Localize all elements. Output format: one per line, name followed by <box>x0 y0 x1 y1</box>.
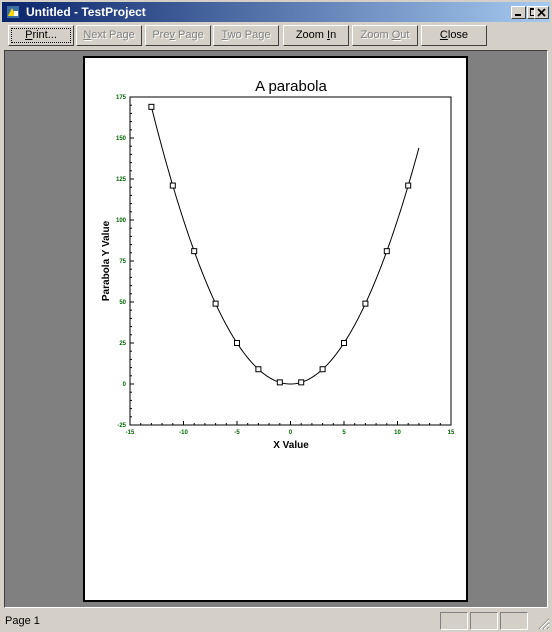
data-point-marker <box>341 340 347 346</box>
window-title: Untitled - TestProject <box>26 5 146 19</box>
y-tick-label: 0 <box>123 382 127 388</box>
status-page-text: Page 1 <box>5 615 40 627</box>
print-button[interactable]: Print... <box>8 25 74 46</box>
data-point-marker <box>405 182 412 189</box>
zoom-in-button[interactable]: Zoom In <box>283 25 349 46</box>
data-point-marker <box>319 366 326 373</box>
y-tick-label: 100 <box>116 218 127 224</box>
data-point-marker <box>298 379 305 386</box>
y-tick-label: 150 <box>116 136 127 142</box>
data-point-marker <box>212 300 219 307</box>
prev-page-button[interactable]: Prev Page <box>145 25 211 46</box>
data-point-marker <box>234 340 240 346</box>
status-panel <box>440 612 468 630</box>
parabola-chart: A parabola X Value Parabola Y Value -15-… <box>101 78 455 451</box>
resize-grip-icon[interactable] <box>538 618 550 630</box>
y-tick-label: 175 <box>116 95 127 101</box>
status-bar: Page 1 <box>0 610 552 632</box>
y-tick-label: -25 <box>117 423 126 429</box>
x-tick-label: -5 <box>234 430 240 436</box>
next-page-button[interactable]: Next Page <box>76 25 142 46</box>
x-tick-label: -15 <box>126 430 135 436</box>
data-point-marker <box>148 103 155 110</box>
data-point-marker <box>169 182 176 189</box>
plot-frame <box>129 96 452 426</box>
y-tick-label: 25 <box>119 341 126 347</box>
x-tick-label: 10 <box>394 430 401 436</box>
data-point-marker <box>362 300 369 307</box>
zoom-out-button[interactable]: Zoom Out <box>352 25 418 46</box>
chart-title: A parabola <box>255 78 327 95</box>
y-tick-label: 50 <box>119 300 126 306</box>
preview-page: A parabola X Value Parabola Y Value -15-… <box>83 56 468 602</box>
preview-area[interactable]: A parabola X Value Parabola Y Value -15-… <box>4 50 548 608</box>
x-tick-label: 15 <box>448 430 455 436</box>
data-point-marker <box>276 379 283 386</box>
close-window-button[interactable] <box>534 6 549 19</box>
x-tick-label: 5 <box>342 430 346 436</box>
close-button[interactable]: Close <box>421 25 487 46</box>
x-tick-label: 0 <box>289 430 293 436</box>
x-tick-label: -10 <box>179 430 188 436</box>
close-icon <box>537 8 546 17</box>
x-axis-label: X Value <box>273 440 309 451</box>
title-bar[interactable]: Untitled - TestProject <box>2 2 550 22</box>
y-tick-label: 125 <box>116 177 127 183</box>
minimize-icon <box>515 14 521 16</box>
data-point-marker <box>255 366 262 373</box>
series-line <box>150 106 420 385</box>
data-point-marker <box>191 248 198 255</box>
minimize-button[interactable] <box>511 6 526 19</box>
y-tick-label: 75 <box>119 259 126 265</box>
two-page-button[interactable]: Two Page <box>213 25 279 46</box>
status-panel <box>500 612 528 630</box>
preview-toolbar: Print... Next Page Prev Page Two Page Zo… <box>2 22 550 48</box>
y-axis-label: Parabola Y Value <box>101 220 112 301</box>
app-icon[interactable] <box>6 5 20 19</box>
data-point-marker <box>383 248 390 255</box>
status-panel <box>470 612 498 630</box>
